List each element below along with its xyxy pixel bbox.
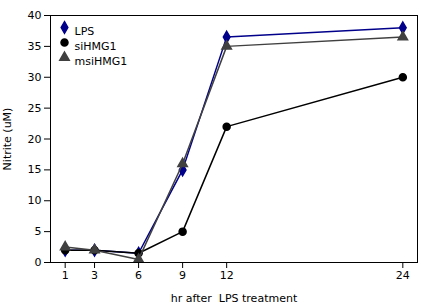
svg-text:30: 30	[28, 71, 42, 84]
svg-text:5: 5	[35, 225, 42, 238]
svg-text:1: 1	[62, 269, 69, 282]
svg-text:siHMG1: siHMG1	[75, 40, 117, 53]
svg-text:3: 3	[91, 269, 98, 282]
svg-text:10: 10	[28, 194, 42, 207]
svg-text:15: 15	[28, 163, 42, 176]
svg-text:35: 35	[28, 40, 42, 53]
svg-text:0: 0	[35, 256, 42, 269]
svg-text:6: 6	[135, 269, 142, 282]
svg-text:24: 24	[396, 269, 410, 282]
svg-text:LPS: LPS	[75, 25, 95, 38]
svg-text:9: 9	[179, 269, 186, 282]
svg-text:25: 25	[28, 102, 42, 115]
svg-text:12: 12	[220, 269, 234, 282]
svg-text:Nitrite (uM): Nitrite (uM)	[1, 108, 14, 171]
svg-text:20: 20	[28, 133, 42, 146]
svg-text:hr after LPS treatment: hr after LPS treatment	[171, 292, 298, 304]
svg-text:msiHMG1: msiHMG1	[75, 55, 128, 68]
svg-text:40: 40	[28, 9, 42, 22]
